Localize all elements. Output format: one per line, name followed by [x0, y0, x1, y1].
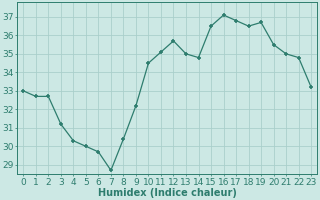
- X-axis label: Humidex (Indice chaleur): Humidex (Indice chaleur): [98, 188, 237, 198]
